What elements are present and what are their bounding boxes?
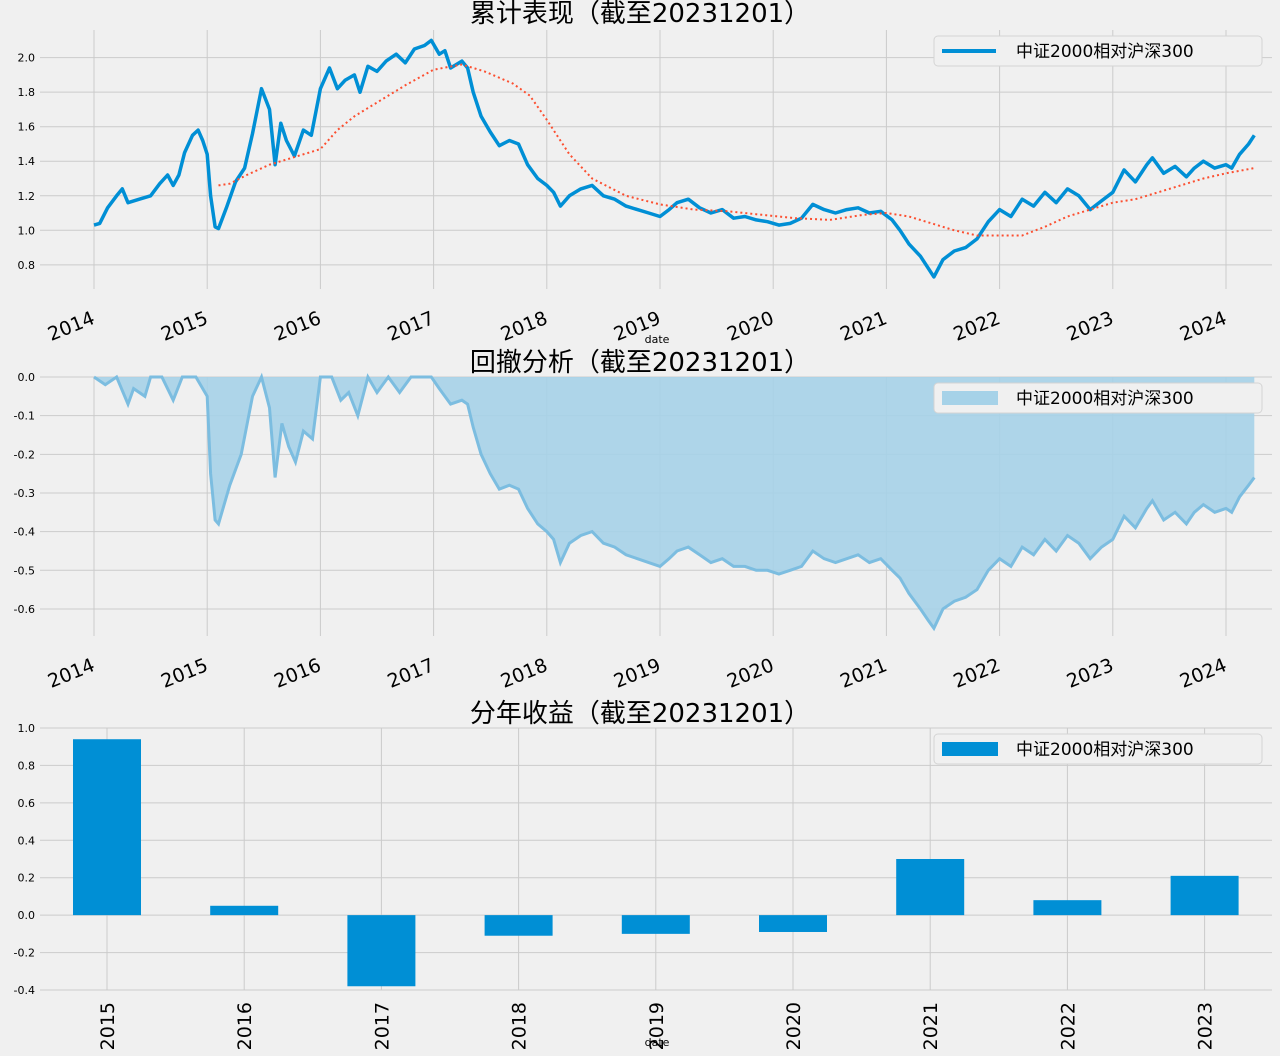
series-line — [93, 38, 1256, 279]
y-tick-label: -0.2 — [14, 448, 35, 461]
y-tick-label: -0.5 — [14, 564, 35, 577]
legend-swatch — [942, 742, 998, 756]
y-tick-label: 0.6 — [18, 797, 36, 810]
x-tick-label: 2015 — [158, 307, 211, 346]
y-tick-label: 0.2 — [18, 872, 36, 885]
legend-box — [933, 382, 1263, 414]
y-tick-label: -0.1 — [14, 410, 35, 423]
x-tick-label: 2024 — [1177, 307, 1230, 346]
y-tick-label: 0.0 — [18, 371, 36, 384]
x-tick-label: 2023 — [1064, 307, 1117, 346]
legend-swatch — [942, 391, 998, 405]
legend: 中证2000相对沪深300 — [933, 35, 1263, 67]
legend: 中证2000相对沪深300 — [933, 382, 1263, 414]
y-tick-label: 0.8 — [18, 259, 36, 272]
y-tick-label: 1.6 — [18, 121, 36, 134]
x-tick-label: 2022 — [950, 307, 1003, 346]
bar — [73, 739, 141, 916]
series-line-ma — [218, 63, 1255, 237]
y-tick-label: -0.2 — [14, 947, 35, 960]
y-tick-label: 0.4 — [18, 834, 36, 847]
chart-title: 分年收益（截至20231201） — [470, 699, 810, 729]
bar — [896, 859, 965, 916]
y-tick-label: -0.3 — [14, 487, 35, 500]
x-tick-label: 2014 — [45, 654, 98, 693]
x-tick-label: 2014 — [45, 307, 98, 346]
bar — [347, 915, 416, 987]
drawdown-line — [93, 372, 1256, 632]
x-tick-label: 2023 — [1195, 1002, 1217, 1050]
x-tick-label: 2016 — [271, 654, 324, 693]
x-axis-label: date — [645, 333, 670, 346]
y-tick-label: 1.0 — [18, 224, 36, 237]
x-tick-label: 2017 — [371, 1002, 393, 1050]
x-tick-label: 2018 — [498, 654, 551, 693]
x-tick-label: 2017 — [384, 307, 437, 346]
legend-box — [933, 35, 1263, 67]
chart-title: 累计表现（截至20231201） — [470, 0, 810, 29]
drawdown-area — [94, 377, 1255, 629]
legend: 中证2000相对沪深300 — [933, 733, 1263, 765]
legend-box — [933, 733, 1263, 765]
y-tick-label: 1.2 — [18, 190, 36, 203]
x-tick-label: 2022 — [1057, 1002, 1079, 1050]
legend-label: 中证2000相对沪深300 — [1016, 389, 1194, 409]
x-tick-label: 2023 — [1064, 654, 1117, 693]
x-tick-label: 2022 — [950, 654, 1003, 693]
bar — [621, 915, 690, 934]
x-tick-label: 2016 — [271, 307, 324, 346]
x-tick-label: 2019 — [646, 1002, 668, 1050]
x-tick-label: 2020 — [724, 307, 777, 346]
x-tick-label: 2021 — [837, 654, 890, 693]
x-tick-label: 2020 — [783, 1002, 805, 1050]
y-tick-label: 1.0 — [18, 722, 36, 735]
y-tick-label: 0.0 — [18, 909, 36, 922]
x-tick-label: 2016 — [234, 1002, 256, 1050]
y-tick-label: -0.4 — [14, 526, 35, 539]
x-tick-label: 2024 — [1177, 654, 1230, 693]
y-tick-label: 1.4 — [18, 155, 36, 168]
x-tick-label: 2020 — [724, 654, 777, 693]
chart-title: 回撤分析（截至20231201） — [470, 348, 810, 378]
x-tick-label: 2017 — [384, 654, 437, 693]
legend-label: 中证2000相对沪深300 — [1016, 42, 1194, 62]
bar — [484, 915, 553, 936]
bar — [1033, 900, 1102, 916]
bar — [210, 905, 279, 916]
x-tick-label: 2019 — [611, 654, 664, 693]
legend-label: 中证2000相对沪深300 — [1016, 740, 1194, 760]
x-tick-label: 2021 — [837, 307, 890, 346]
x-tick-label: 2018 — [509, 1002, 531, 1050]
bar — [1170, 875, 1239, 916]
y-tick-label: -0.6 — [14, 603, 35, 616]
x-tick-label: 2021 — [920, 1002, 942, 1050]
y-tick-label: -0.4 — [14, 984, 35, 997]
x-tick-label: 2018 — [498, 307, 551, 346]
x-tick-label: 2015 — [158, 654, 211, 693]
y-tick-label: 2.0 — [18, 52, 36, 65]
x-axis-label: date — [645, 1036, 670, 1049]
x-tick-label: 2015 — [97, 1002, 119, 1050]
y-tick-label: 1.8 — [18, 86, 36, 99]
bar — [759, 915, 827, 932]
y-tick-label: 0.8 — [18, 759, 36, 772]
